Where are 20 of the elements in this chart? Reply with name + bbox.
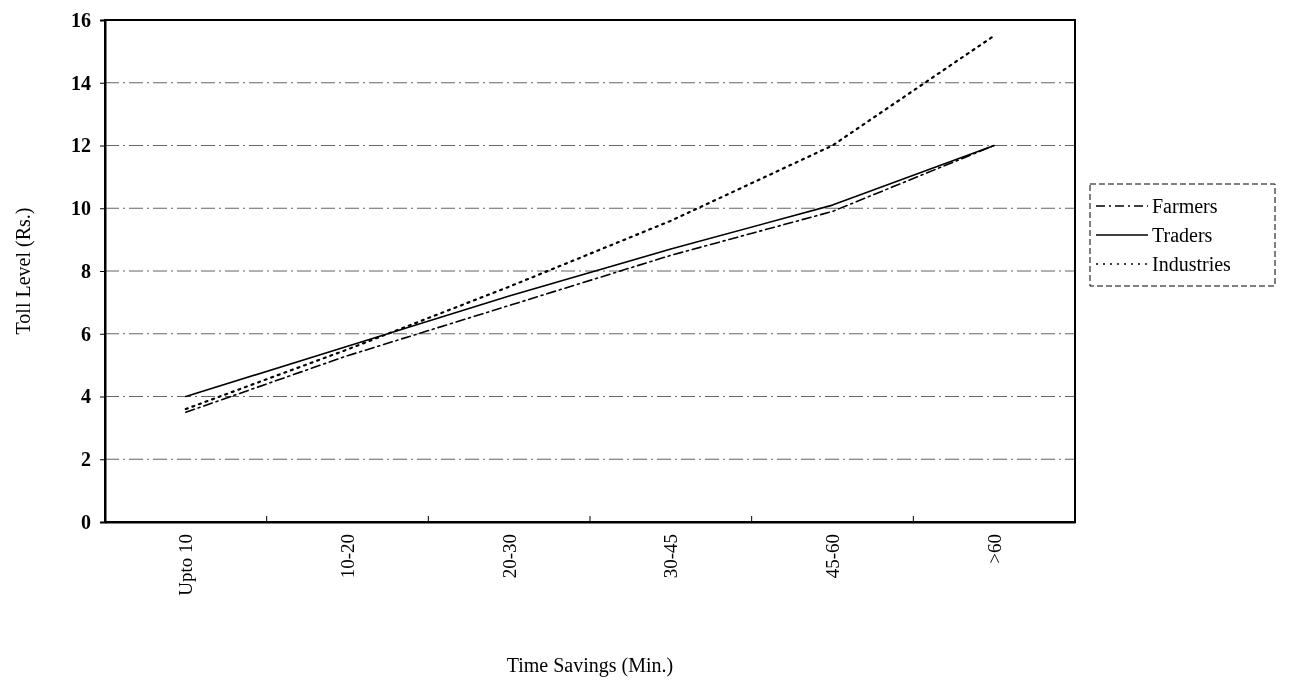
x-tick-label: 20-30 <box>498 534 520 579</box>
y-tick-label: 10 <box>71 197 91 220</box>
x-tick-label: Upto 10 <box>175 534 197 596</box>
x-axis-title: Time Savings (Min.) <box>506 654 674 677</box>
y-tick-label: 4 <box>81 385 91 408</box>
x-tick-label: 30-45 <box>660 534 682 579</box>
y-tick-label: 16 <box>71 8 91 31</box>
y-tick-label: 8 <box>81 259 91 282</box>
x-tick-label: 45-60 <box>822 534 844 579</box>
x-tick-label: >60 <box>983 534 1005 564</box>
legend-label: Industries <box>1152 253 1232 275</box>
x-tick-label: 10-20 <box>337 534 359 579</box>
y-tick-label: 12 <box>71 134 91 157</box>
y-tick-label: 2 <box>81 448 91 471</box>
y-tick-label: 6 <box>81 322 91 345</box>
y-tick-label: 0 <box>81 510 91 533</box>
legend-label: Traders <box>1152 224 1213 246</box>
legend-label: Farmers <box>1152 195 1218 217</box>
y-tick-label: 14 <box>71 71 91 94</box>
y-axis-title: Toll Level (Rs.) <box>12 207 35 335</box>
